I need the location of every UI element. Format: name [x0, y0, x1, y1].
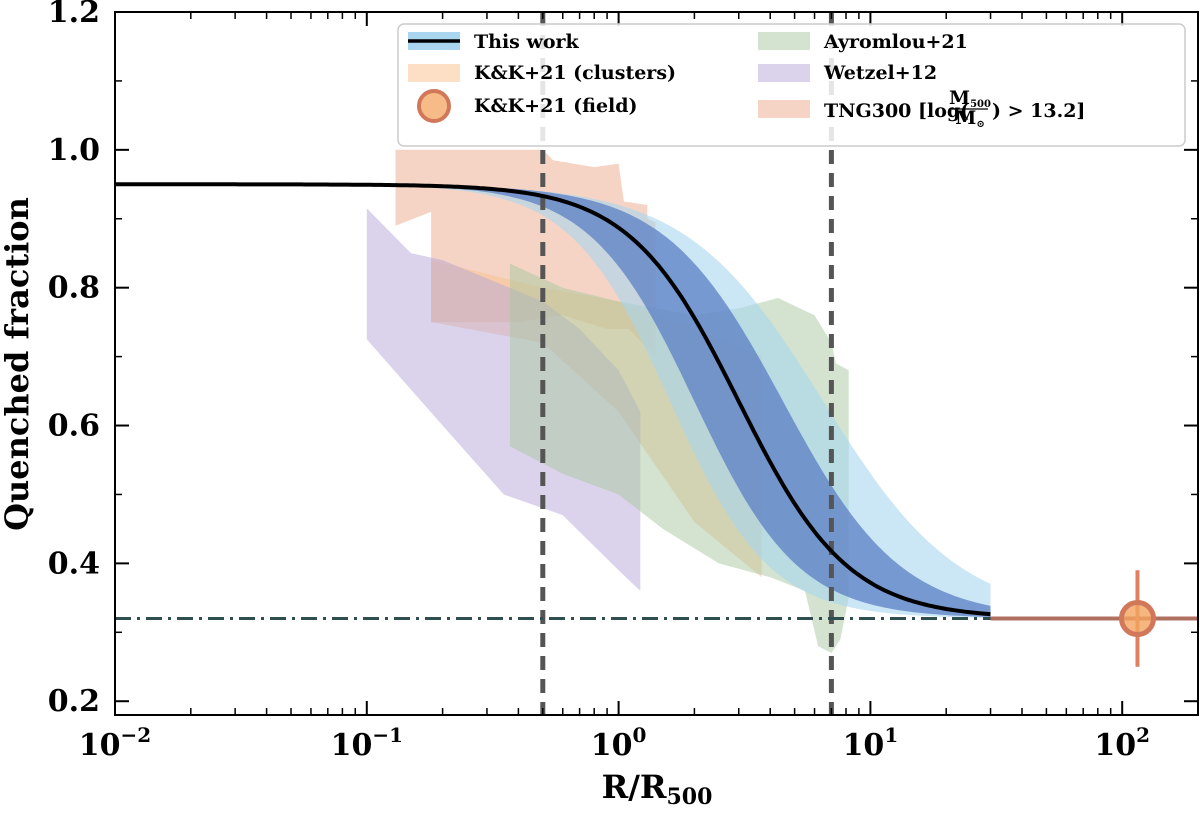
plot-frame	[114, 11, 1199, 716]
legend-swatch-kk21-field	[417, 89, 451, 123]
x-axis-title: R/R500	[602, 768, 713, 810]
x-tick-label: 10−2	[79, 723, 151, 763]
fraction-numerator: M500	[949, 87, 991, 110]
fraction-denominator: M⊙	[955, 107, 984, 130]
legend-swatch-ayromlou21	[758, 32, 810, 50]
this-work-curve	[115, 182, 991, 617]
x-tick-label: 102	[1094, 723, 1150, 763]
legend: This work K&K+21 (clusters) K&K+21 (fiel…	[397, 23, 1186, 147]
legend-swatch-wetzel12	[758, 64, 810, 82]
field-point-marker	[1118, 600, 1156, 638]
this-work-line	[115, 182, 991, 617]
legend-box	[397, 23, 1186, 147]
legend-tng300-fraction: M500 M⊙	[949, 87, 991, 130]
x-tick-label: 10−1	[331, 723, 403, 763]
y-tick-labels: 0.2 0.4 0.6 0.8 1.0 1.2	[48, 0, 100, 719]
legend-label-kk21-clusters: K&K+21 (clusters)	[474, 62, 676, 84]
y-tick-label: 1.0	[48, 133, 100, 168]
legend-entry-this-work: This work	[408, 31, 580, 53]
legend-entry-kk21-clusters: K&K+21 (clusters)	[408, 62, 676, 84]
y-tick-label: 0.4	[48, 546, 100, 581]
x-tick-label: 101	[843, 723, 899, 763]
y-tick-label: 1.2	[48, 0, 100, 30]
band-wetzel-12	[366, 208, 641, 591]
this-work-inner-band	[115, 184, 991, 618]
legend-entry-tng300: TNG300 [log( M500 M⊙ ) > 13.2]	[758, 87, 1085, 130]
legend-swatch-tng300	[758, 100, 810, 118]
axis-ticks	[114, 11, 1199, 715]
y-tick-label: 0.2	[48, 684, 100, 719]
legend-entry-ayromlou21: Ayromlou+21	[758, 31, 968, 53]
x-tick-labels: 10−2 10−1 100 101 102	[79, 723, 1150, 763]
legend-label-ayromlou21: Ayromlou+21	[823, 31, 968, 53]
legend-label-tng300-suffix: ) > 13.2]	[992, 100, 1085, 122]
legend-label-kk21-field: K&K+21 (field)	[474, 95, 638, 117]
legend-label-this-work: This work	[474, 31, 580, 53]
y-tick-label: 0.6	[48, 409, 100, 444]
legend-entry-kk21-field: K&K+21 (field)	[417, 89, 638, 123]
x-tick-label: 100	[591, 723, 647, 763]
legend-entry-wetzel12: Wetzel+12	[758, 62, 937, 84]
kk21-field-point	[1118, 570, 1156, 667]
legend-label-tng300: TNG300 [log(	[824, 100, 969, 122]
y-axis-title: Quenched fraction	[0, 197, 36, 531]
legend-label-wetzel12: Wetzel+12	[823, 62, 937, 84]
this-work-confidence-bands	[115, 184, 991, 618]
legend-swatch-kk21-clusters	[408, 64, 460, 82]
y-tick-label: 0.8	[48, 271, 100, 306]
